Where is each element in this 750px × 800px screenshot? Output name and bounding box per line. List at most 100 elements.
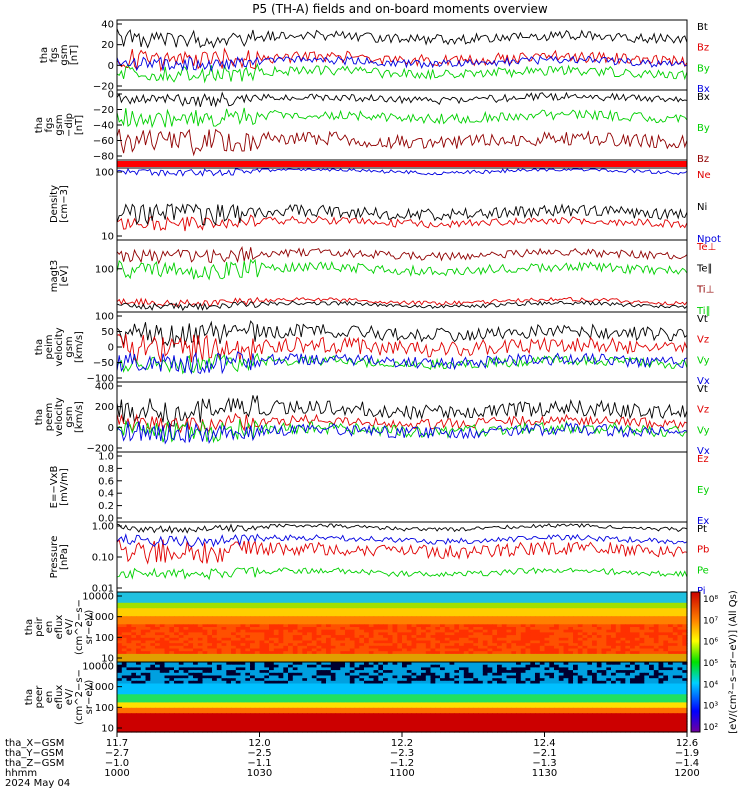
p11-cell [302, 697, 308, 701]
p11-cell [131, 686, 137, 690]
p10-cell [136, 616, 142, 620]
p10-cell [354, 632, 360, 636]
p10-cell [368, 624, 375, 628]
p10-cell [378, 635, 384, 639]
p10-cell [373, 627, 379, 631]
p11-cell [383, 667, 389, 671]
p10-cell [197, 592, 204, 596]
p10-cell [549, 621, 555, 625]
p10-cell [535, 605, 541, 609]
p10-cell [644, 618, 650, 623]
p10-cell [169, 624, 175, 628]
p11-cell [345, 686, 351, 690]
p11-cell [653, 680, 660, 685]
p10-cell [383, 605, 389, 609]
p10-cell [155, 659, 161, 663]
p11-cell [335, 678, 341, 682]
p10-cell [126, 635, 132, 639]
p10-cell [487, 629, 493, 633]
p10-cell [316, 618, 322, 623]
p10-cell [425, 659, 432, 663]
p10-cell [596, 632, 603, 636]
p11-cell [373, 662, 379, 666]
p10-cell [292, 640, 299, 644]
p11-cell [269, 697, 275, 701]
p10-cell [402, 600, 408, 604]
p10-cell [373, 608, 379, 612]
p10-cell [492, 600, 498, 604]
p11-cell [273, 683, 280, 687]
p10-cell [188, 594, 194, 598]
p10-cell [549, 602, 555, 607]
p10-cell [587, 610, 593, 615]
p10-cell [202, 653, 208, 658]
p10-cell [440, 648, 446, 652]
p10-cell [345, 651, 351, 655]
p10-cell [606, 627, 612, 631]
p10-cell [611, 616, 617, 620]
p10-cell [630, 610, 636, 615]
p10-cell [525, 635, 531, 639]
p6-ylabel: gsm [64, 336, 75, 357]
p11-cell [145, 662, 151, 666]
p7-ytick-label: −200 [87, 444, 114, 455]
p10-cell [620, 643, 626, 647]
p10-cell [340, 635, 346, 639]
p10-cell [345, 653, 351, 658]
p1-legend-Bz: Bz [697, 43, 709, 54]
p10-cell [131, 659, 137, 663]
p11-cell [582, 680, 588, 685]
p10-cell [240, 656, 246, 660]
p10-cell [373, 645, 379, 650]
p10-cell [473, 621, 479, 625]
p10-cell [297, 648, 303, 652]
p11-cell [544, 664, 550, 668]
p10-cell [416, 608, 422, 612]
p11-cell [611, 697, 617, 701]
p10-cell [625, 594, 631, 598]
p11-cell [373, 694, 379, 698]
p10-cell [259, 610, 265, 615]
p10-cell [563, 613, 569, 617]
p10-cell [178, 616, 185, 620]
p10-cell [682, 600, 688, 604]
p10-cell [582, 594, 588, 598]
p10-cell [197, 643, 204, 647]
p10-cell [568, 632, 574, 636]
p10-cell [202, 597, 208, 601]
p10-cell [202, 592, 208, 596]
p10-cell [121, 648, 128, 652]
p11-cell [340, 697, 346, 701]
p10-cell [568, 616, 574, 620]
p10-cell [368, 613, 375, 617]
p10-cell [178, 597, 185, 601]
p11-cell [387, 675, 394, 679]
p11-cell [568, 697, 574, 701]
p11-cell [672, 691, 679, 695]
p10-cell [601, 629, 607, 633]
p10-cell [568, 605, 574, 609]
p10-cell [136, 608, 142, 612]
p10-cell [506, 610, 512, 615]
p10-cell [197, 629, 204, 633]
p11-cell [558, 683, 565, 687]
p10-cell [449, 594, 455, 598]
p11-cell [326, 662, 332, 666]
p10-cell [658, 627, 664, 631]
p11-cell [406, 688, 413, 693]
p1-legend-By: By [697, 63, 710, 74]
p10-cell [368, 597, 375, 601]
p11-cell [573, 688, 579, 693]
p11-cell [658, 678, 664, 682]
p10-cell [478, 608, 484, 612]
p10-cell [658, 613, 664, 617]
p10-cell [644, 627, 650, 631]
p10-cell [397, 640, 403, 644]
p10-cell [573, 637, 579, 642]
p10-cell [459, 594, 465, 598]
p10-cell [330, 637, 337, 642]
p11-cell [254, 691, 261, 695]
p10-cell [273, 608, 280, 612]
p10-cell [487, 600, 493, 604]
